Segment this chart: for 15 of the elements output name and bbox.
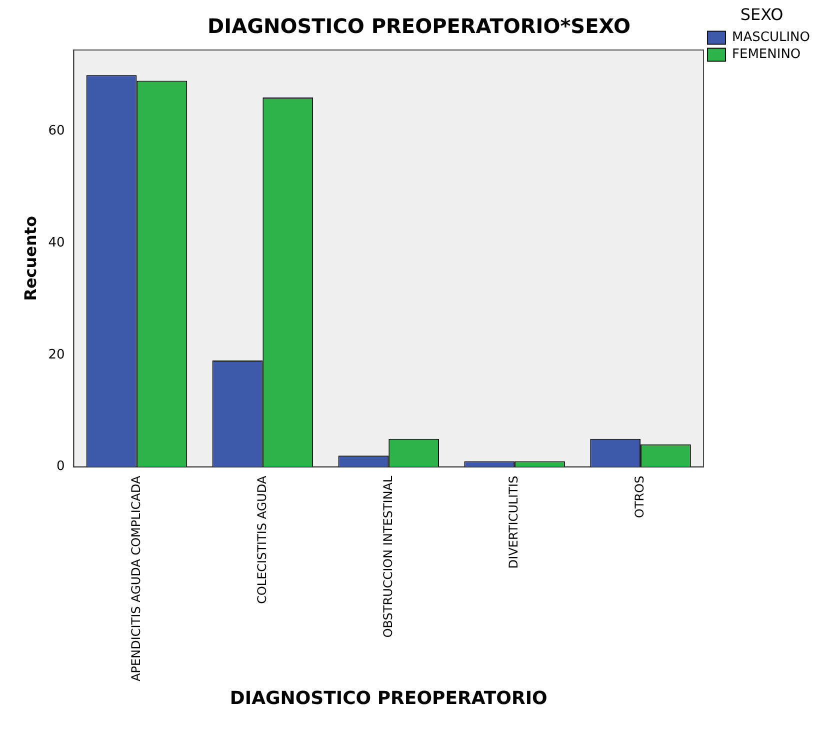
x-tick-label: COLECISTITIS AGUDA bbox=[254, 475, 269, 604]
chart-title: DIAGNOSTICO PREOPERATORIO*SEXO bbox=[208, 14, 630, 38]
y-tick-label: 40 bbox=[48, 235, 65, 250]
y-tick-label: 20 bbox=[48, 347, 65, 362]
y-tick-label: 60 bbox=[48, 123, 65, 138]
legend-label: FEMENINO bbox=[732, 47, 801, 62]
x-tick-label: OBSTRUCCION INTESTINAL bbox=[380, 475, 395, 638]
x-tick-label: DIVERTICULITIS bbox=[506, 476, 521, 569]
x-axis-title: DIAGNOSTICO PREOPERATORIO bbox=[230, 688, 548, 709]
x-tick-label: OTROS bbox=[632, 476, 647, 518]
x-tick-label: APENDICITIS AGUDA COMPLICADA bbox=[128, 475, 143, 682]
legend-title: SEXO bbox=[740, 5, 784, 24]
y-axis-title: Recuento bbox=[20, 216, 40, 301]
y-tick-label: 0 bbox=[56, 459, 65, 474]
legend-label: MASCULINO bbox=[732, 30, 810, 46]
